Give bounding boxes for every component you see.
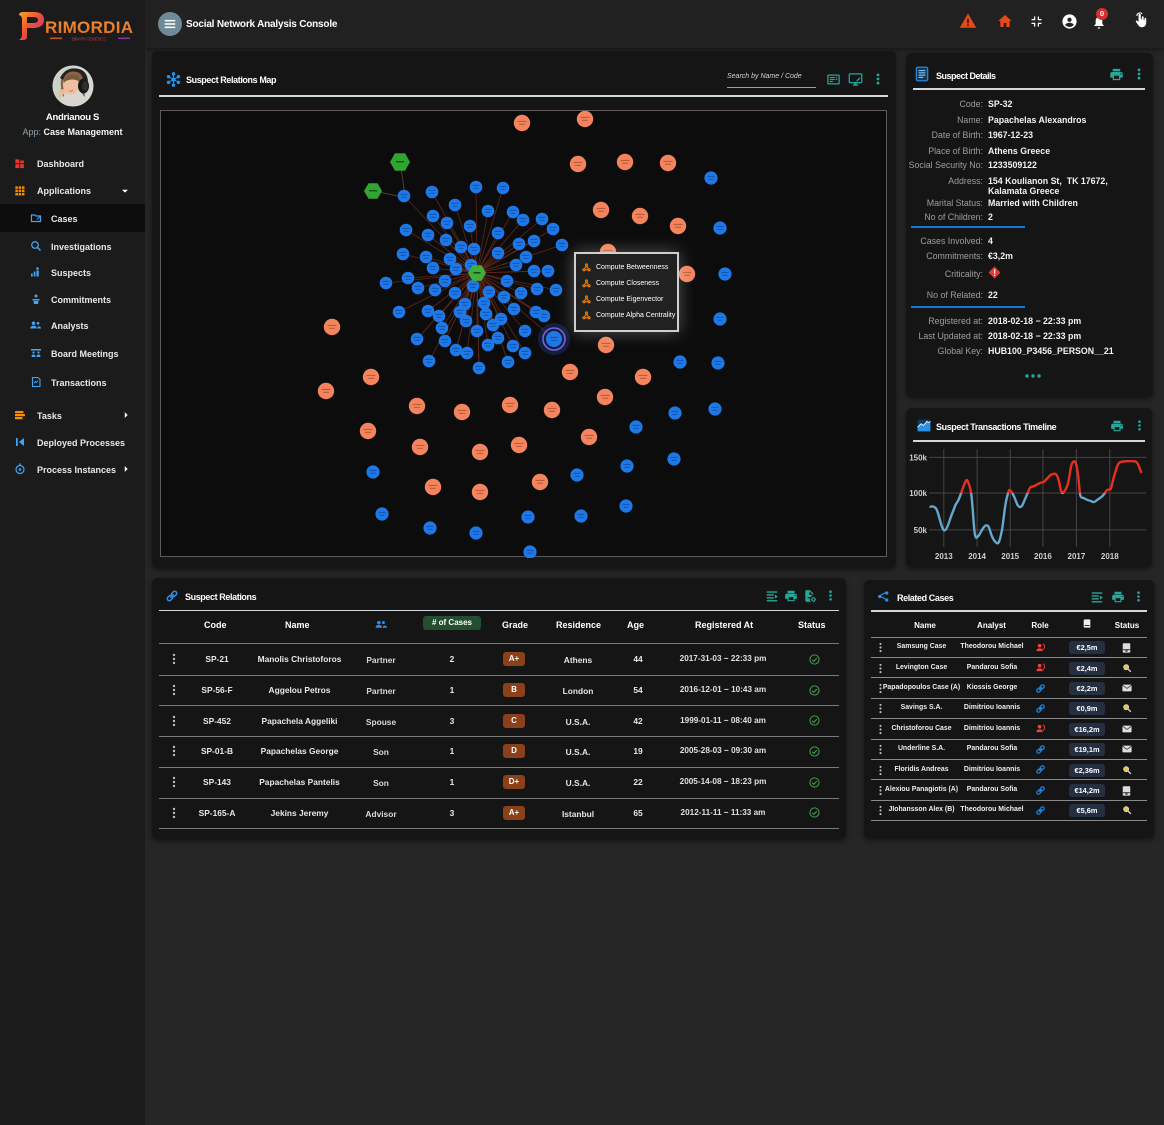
svg-text:BINARY GENETICS: BINARY GENETICS (72, 37, 106, 42)
svg-text:RIMORDIA: RIMORDIA (45, 18, 133, 37)
